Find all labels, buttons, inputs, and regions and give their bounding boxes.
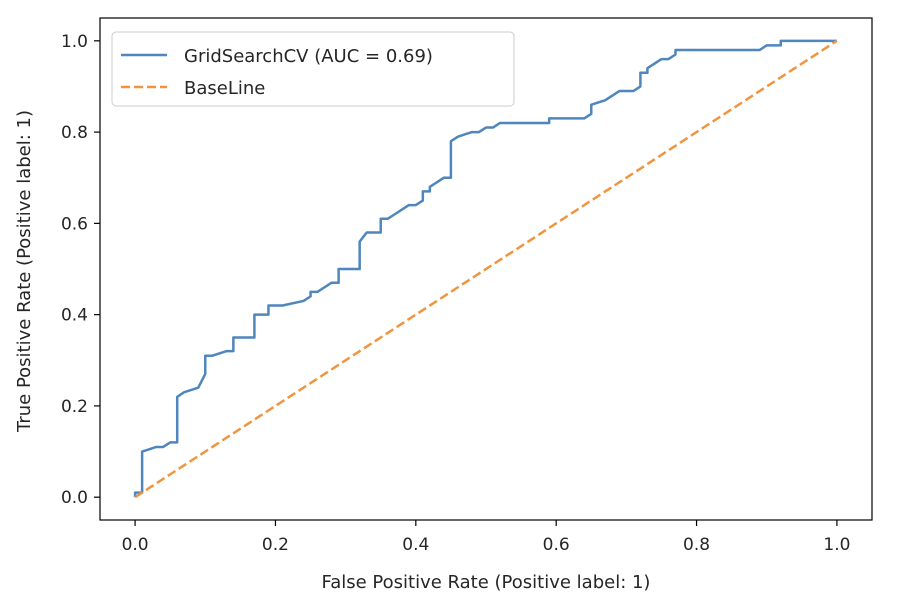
x-tick-label: 0.6	[543, 535, 570, 555]
x-axis-label: False Positive Rate (Positive label: 1)	[322, 572, 651, 593]
y-tick-label: 0.6	[61, 214, 88, 234]
x-tick-label: 1.0	[823, 535, 850, 555]
legend: GridSearchCV (AUC = 0.69) BaseLine	[111, 31, 515, 107]
series-line-gridsearchcv	[133, 39, 837, 498]
series-line-baseline	[134, 39, 838, 499]
y-tick-label: 0.2	[61, 397, 88, 417]
legend-entry-baseline: BaseLine	[184, 78, 265, 99]
legend-entry-gridsearchcv: GridSearchCV (AUC = 0.69)	[184, 46, 433, 67]
y-axis-label: True Positive Rate (Positive label: 1)	[14, 110, 35, 433]
series-layer	[133, 39, 838, 499]
y-tick-label: 0.0	[61, 488, 88, 508]
axes-layer: 0.0 0.2 0.4 0.6 0.8 1.0 0.0 0.2 0.4 0.6 0.8 1.0	[61, 17, 873, 555]
x-tick-label: 0.8	[683, 535, 710, 555]
x-tick-label: 0.4	[402, 535, 429, 555]
legend-box	[111, 31, 515, 107]
axes-frame	[99, 17, 873, 521]
x-tick-label: 0.0	[122, 535, 149, 555]
y-tick-label: 1.0	[61, 32, 88, 52]
y-tick-label: 0.8	[61, 123, 88, 143]
y-tick-label: 0.4	[61, 306, 88, 326]
x-tick-label: 0.2	[262, 535, 289, 555]
